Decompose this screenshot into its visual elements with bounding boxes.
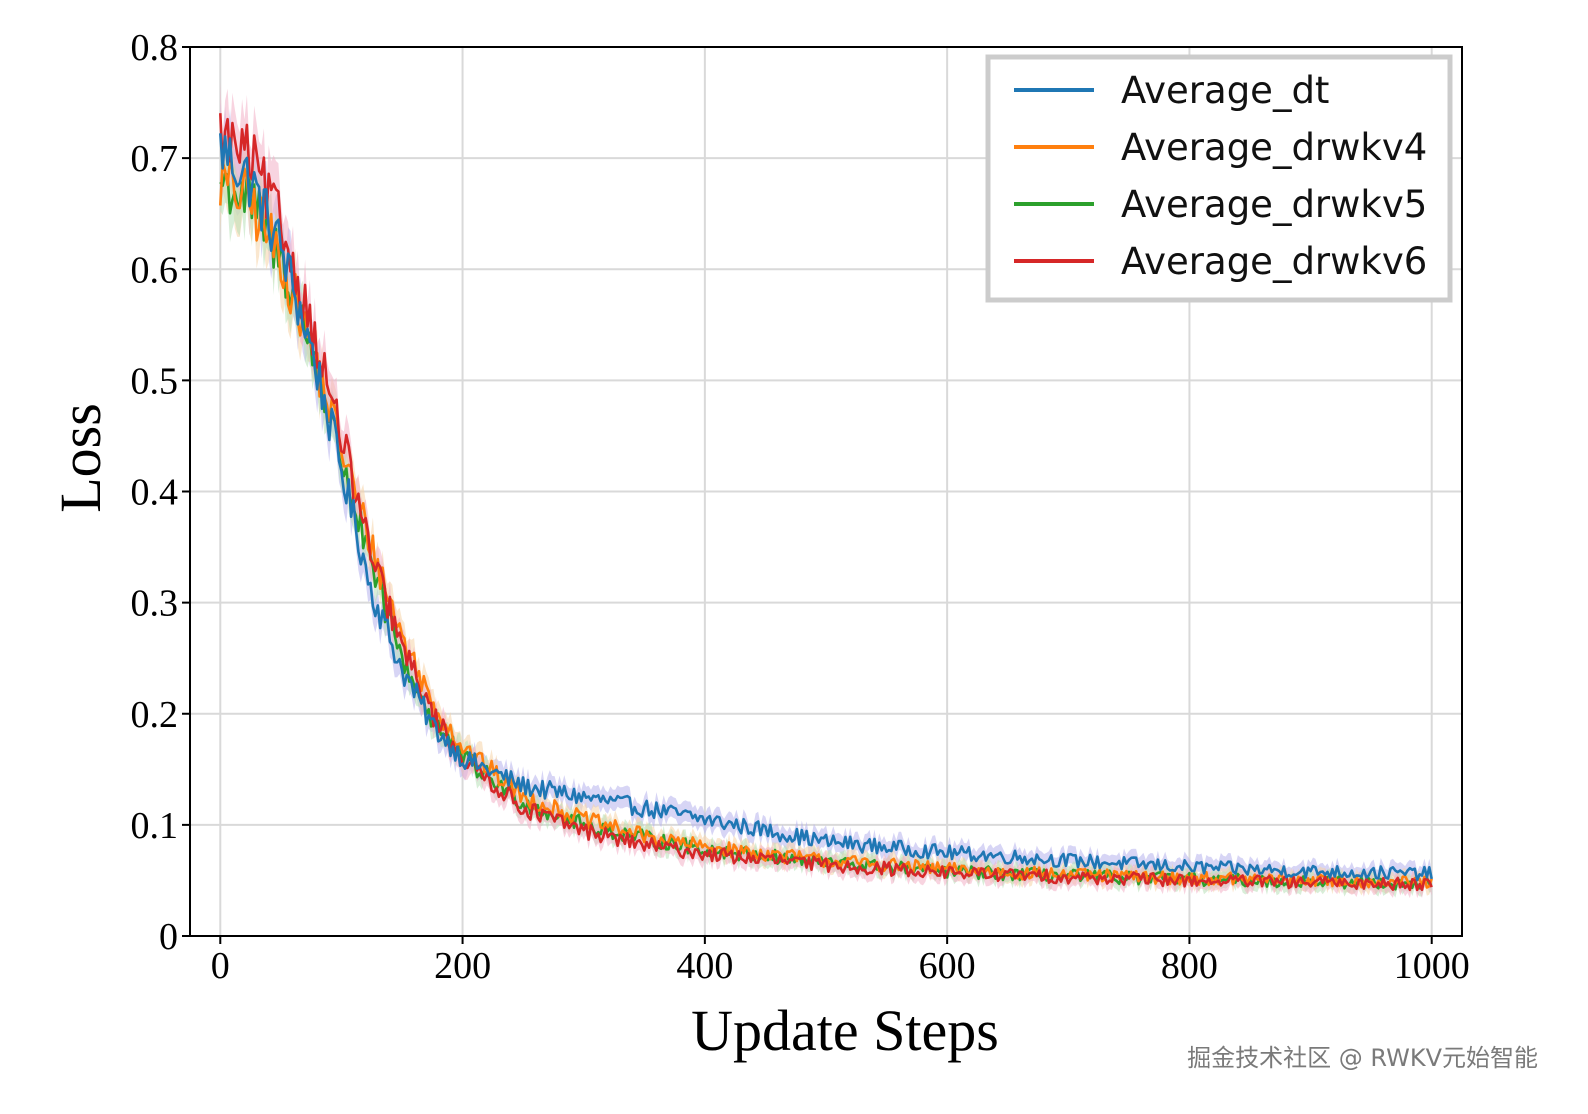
legend-box xyxy=(985,54,1453,303)
y-tick-label: 0.4 xyxy=(131,472,179,514)
y-tick-label: 0.2 xyxy=(131,694,179,736)
y-axis-label: Loss xyxy=(48,403,113,513)
y-tick-label: 0.8 xyxy=(131,27,179,69)
y-tick-label: 0.5 xyxy=(131,360,179,402)
watermark: 掘金技术社区 @ RWKV元始智能 xyxy=(1187,1044,1538,1072)
x-axis-label: Update Steps xyxy=(691,998,999,1063)
legend: Average_dt Average_drwkv4 Average_drwkv5 Av… xyxy=(985,54,1453,303)
x-tick-label: 0 xyxy=(211,945,230,987)
legend-label: Average_dt xyxy=(1121,69,1329,112)
y-tick-label: 0.7 xyxy=(131,138,179,180)
y-tick-label: 0.6 xyxy=(131,249,179,291)
line-average-dt xyxy=(219,133,1433,882)
series-lines xyxy=(219,113,1433,892)
legend-label: Average_drwkv5 xyxy=(1121,183,1427,226)
y-tick-label: 0.1 xyxy=(131,805,179,847)
x-tick-label: 800 xyxy=(1161,945,1218,987)
legend-label: Average_drwkv4 xyxy=(1121,126,1427,169)
axis-ticks: 0 200 400 600 800 1000 0 0.1 0.2 0.3 0.4 0.5 0.6 0.7 0… xyxy=(131,27,1470,987)
x-tick-label: 600 xyxy=(919,945,976,987)
x-tick-label: 200 xyxy=(434,945,491,987)
legend-label: Average_drwkv6 xyxy=(1121,240,1427,283)
y-tick-label: 0 xyxy=(159,916,178,958)
x-tick-label: 400 xyxy=(676,945,733,987)
y-tick-label: 0.3 xyxy=(131,583,179,625)
x-tick-label: 1000 xyxy=(1394,945,1470,987)
